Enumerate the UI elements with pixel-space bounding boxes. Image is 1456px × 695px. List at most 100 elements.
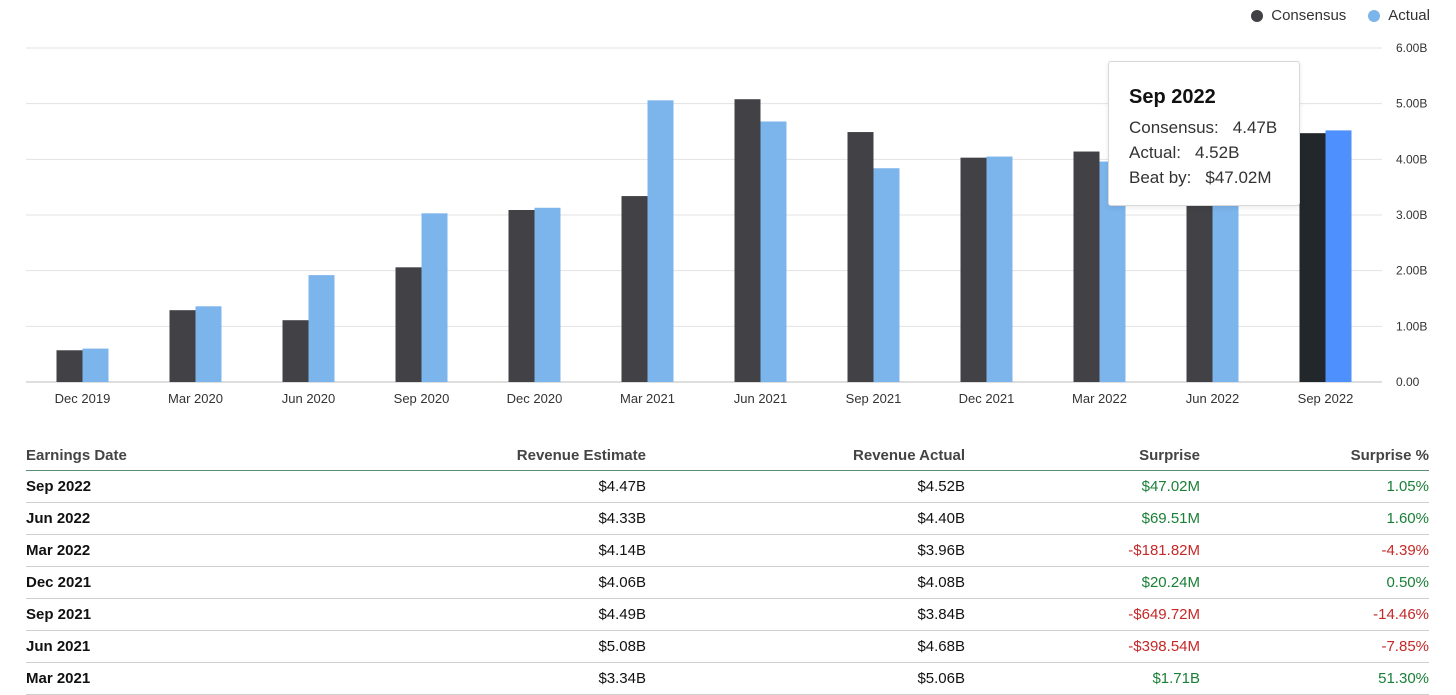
tooltip-actual-value: 4.52B [1194,143,1240,162]
cell-revenue-estimate: $4.47B [598,478,646,495]
cell-revenue-estimate: $3.34B [598,670,646,687]
bar-actual-dec-2020[interactable] [534,207,561,382]
bar-actual-jun-2021[interactable] [760,121,787,382]
y-tick-label: 0.00 [1396,375,1420,389]
legend-consensus-dot-icon [1251,9,1264,22]
tooltip-actual-row: Actual: 4.52B [1129,140,1299,165]
cell-surprise: $69.51M [1141,510,1200,527]
header-revenue-actual[interactable]: Revenue Actual [853,446,965,464]
cell-earnings-date: Mar 2021 [26,670,91,687]
bar-consensus-jun-2020[interactable] [282,320,309,382]
x-tick-label: Jun 2020 [282,391,336,406]
legend-consensus-label: Consensus [1271,7,1347,24]
bar-actual-jun-2020[interactable] [308,275,335,382]
cell-revenue-actual: $3.96B [917,542,965,559]
cell-surprise-pct: 0.50% [1386,574,1429,591]
tooltip-consensus-row: Consensus: 4.47B [1129,115,1299,140]
bar-consensus-dec-2019[interactable] [56,350,83,382]
cell-revenue-actual: $4.52B [917,478,965,495]
cell-surprise-pct: 1.60% [1386,510,1429,527]
cell-surprise: -$398.54M [1128,638,1200,655]
bar-consensus-mar-2020[interactable] [169,310,196,382]
bar-consensus-dec-2020[interactable] [508,209,535,382]
table-body: Sep 2022 $4.47B $4.52B $47.02M 1.05% Jun 2022… [26,471,1429,695]
table-row: Jun 2021 $5.08B $4.68B -$398.54M -7.85% [26,631,1429,663]
cell-surprise-pct: -4.39% [1381,542,1429,559]
bar-consensus-jun-2021[interactable] [734,99,761,383]
chart-tooltip: Sep 2022 Consensus: 4.47B Actual: 4.52B Be… [1108,61,1300,206]
bar-consensus-sep-2022[interactable] [1299,133,1326,382]
table-row: Dec 2021 $4.06B $4.08B $20.24M 0.50% [26,567,1429,599]
cell-surprise-pct: -14.46% [1373,606,1429,623]
tooltip-actual-label: Actual: [1129,143,1181,162]
header-surprise-pct[interactable]: Surprise % [1350,446,1429,464]
tooltip-beat-value: $47.02M [1205,168,1272,187]
bar-actual-dec-2019[interactable] [82,348,109,382]
bar-consensus-sep-2020[interactable] [395,267,422,382]
cell-earnings-date: Sep 2021 [26,606,92,623]
table-row: Sep 2021 $4.49B $3.84B -$649.72M -14.46% [26,599,1429,631]
table-row: Jun 2022 $4.33B $4.40B $69.51M 1.60% [26,503,1429,535]
earnings-table: Earnings Date Revenue Estimate Revenue A… [26,440,1429,695]
x-tick-label: Sep 2022 [1298,391,1354,406]
cell-earnings-date: Sep 2022 [26,478,92,495]
cell-earnings-date: Mar 2022 [26,542,91,559]
legend-actual-dot-icon [1368,9,1381,22]
x-tick-label: Mar 2020 [168,391,223,406]
x-tick-label: Dec 2020 [507,391,563,406]
cell-earnings-date: Jun 2022 [26,510,91,527]
legend-item-actual[interactable]: Actual [1368,7,1430,24]
cell-revenue-estimate: $4.33B [598,510,646,527]
cell-revenue-estimate: $4.49B [598,606,646,623]
bar-consensus-mar-2022[interactable] [1073,151,1100,382]
cell-surprise: -$181.82M [1128,542,1200,559]
cell-surprise: $20.24M [1141,574,1200,591]
y-tick-label: 4.00B [1396,152,1427,166]
x-tick-label: Dec 2021 [959,391,1015,406]
cell-surprise: $1.71B [1152,670,1200,687]
bar-consensus-sep-2021[interactable] [847,132,874,382]
bar-actual-dec-2021[interactable] [986,156,1013,382]
bar-actual-sep-2020[interactable] [421,213,448,382]
cell-surprise-pct: 1.05% [1386,478,1429,495]
cell-revenue-actual: $5.06B [917,670,965,687]
table-header-row: Earnings Date Revenue Estimate Revenue A… [26,440,1429,471]
cell-surprise-pct: -7.85% [1381,638,1429,655]
cell-surprise-pct: 51.30% [1378,670,1429,687]
cell-surprise: $47.02M [1141,478,1200,495]
bar-actual-mar-2021[interactable] [647,100,674,383]
cell-revenue-actual: $4.68B [917,638,965,655]
chart-legend: Consensus Actual [1251,7,1430,24]
bar-actual-sep-2021[interactable] [873,168,900,382]
cell-revenue-estimate: $4.06B [598,574,646,591]
cell-revenue-estimate: $5.08B [598,638,646,655]
x-tick-label: Sep 2021 [846,391,902,406]
header-revenue-estimate[interactable]: Revenue Estimate [516,446,646,464]
bar-consensus-dec-2021[interactable] [960,157,987,382]
bar-consensus-mar-2021[interactable] [621,196,648,382]
table-row: Mar 2022 $4.14B $3.96B -$181.82M -4.39% [26,535,1429,567]
y-tick-label: 5.00B [1396,97,1427,111]
y-tick-label: 3.00B [1396,208,1427,222]
cell-revenue-actual: $3.84B [917,606,965,623]
x-tick-label: Mar 2021 [620,391,675,406]
tooltip-title: Sep 2022 [1129,86,1216,108]
tooltip-consensus-value: 4.47B [1232,118,1278,137]
x-tick-label: Dec 2019 [55,391,111,406]
bar-actual-mar-2020[interactable] [195,306,222,382]
cell-revenue-actual: $4.08B [917,574,965,591]
y-tick-label: 6.00B [1396,41,1427,55]
legend-actual-label: Actual [1388,7,1430,24]
x-tick-label: Sep 2020 [394,391,450,406]
legend-item-consensus[interactable]: Consensus [1251,7,1346,24]
table-row: Mar 2021 $3.34B $5.06B $1.71B 51.30% [26,663,1429,695]
cell-revenue-actual: $4.40B [917,510,965,527]
x-tick-label: Jun 2021 [734,391,788,406]
tooltip-beat-label: Beat by: [1129,168,1192,187]
header-surprise[interactable]: Surprise [1139,446,1200,464]
y-tick-label: 1.00B [1396,319,1427,333]
bar-actual-sep-2022[interactable] [1325,130,1352,382]
table-row: Sep 2022 $4.47B $4.52B $47.02M 1.05% [26,471,1429,503]
header-earnings-date[interactable]: Earnings Date [26,446,127,464]
x-tick-label: Jun 2022 [1186,391,1240,406]
